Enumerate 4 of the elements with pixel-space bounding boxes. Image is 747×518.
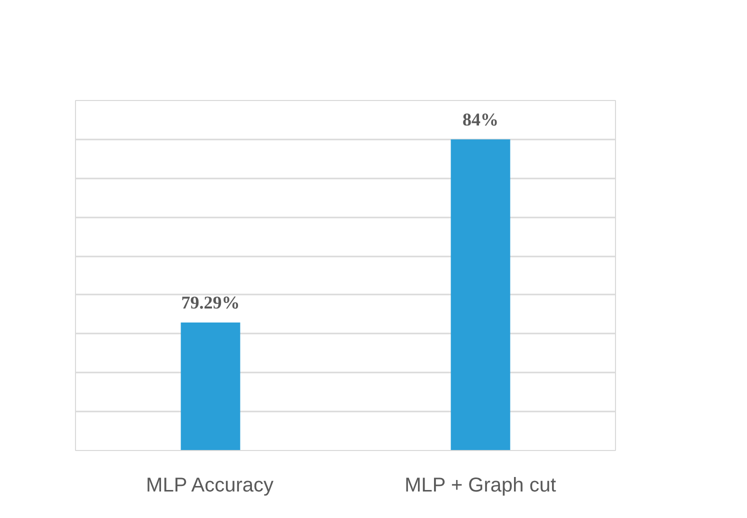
x-tick-label: MLP + Graph cut [404, 474, 556, 496]
data-label: 79.29% [181, 292, 240, 313]
x-tick-label: MLP Accuracy [146, 474, 274, 496]
data-label: 84% [462, 109, 498, 130]
